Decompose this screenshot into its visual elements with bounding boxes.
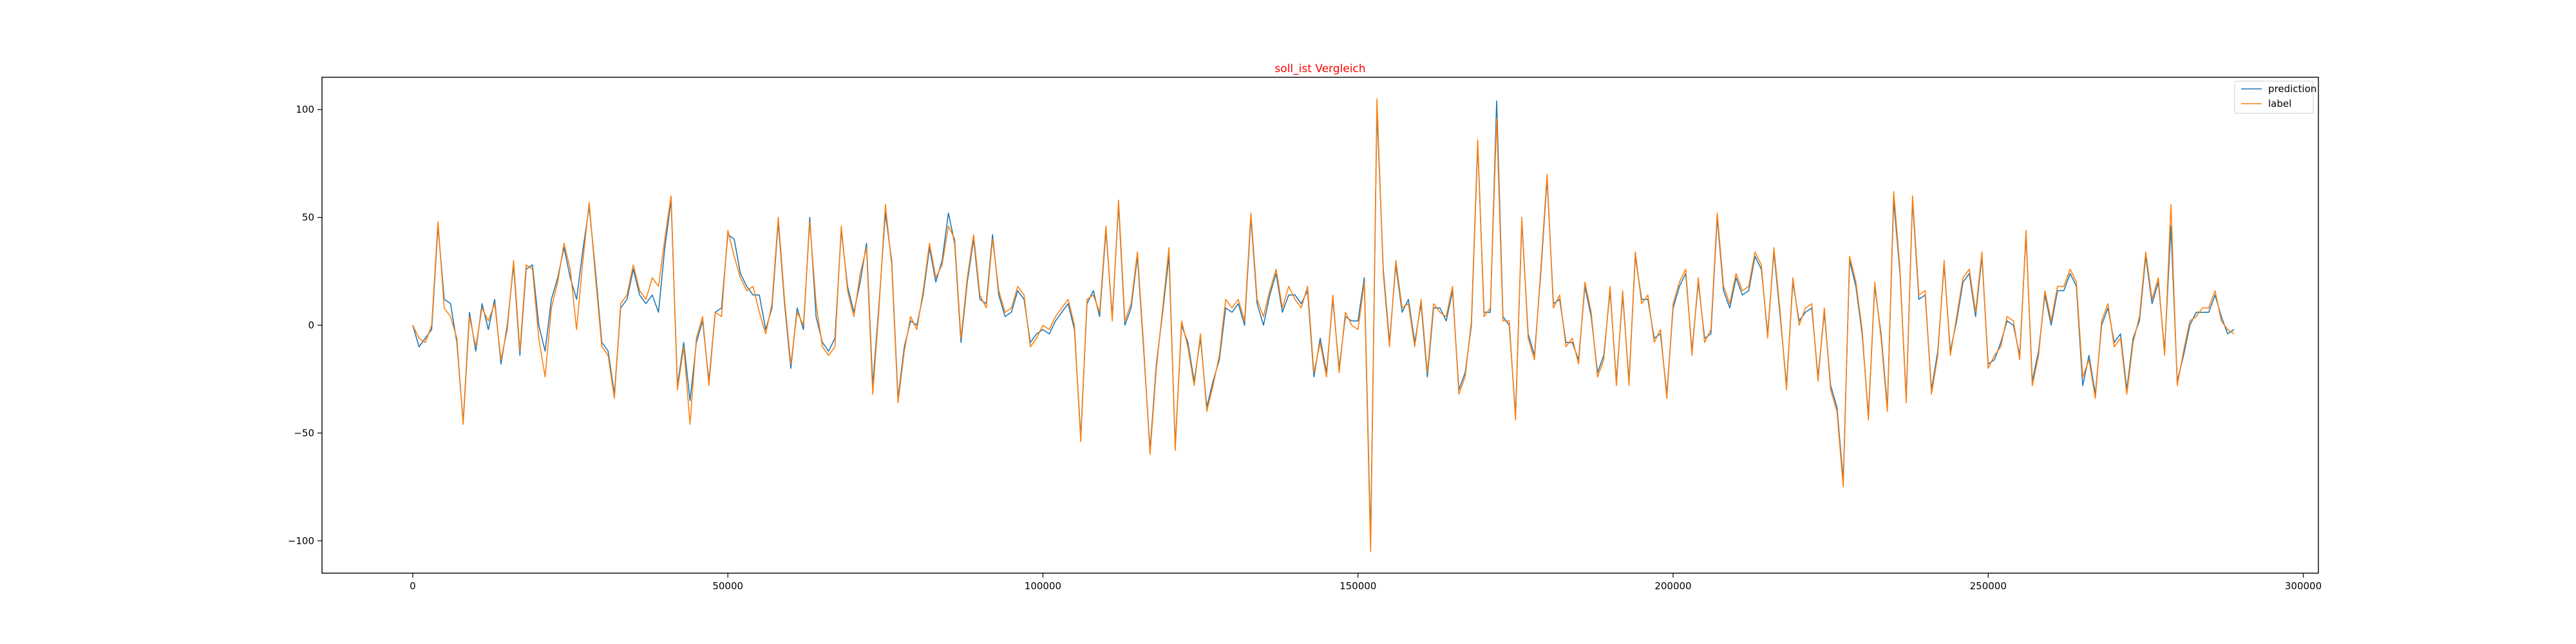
y-tick-label: 50	[302, 212, 314, 223]
x-tick-label: 0	[410, 580, 416, 592]
legend-label-label: label	[2268, 98, 2291, 109]
legend: prediction label	[2234, 80, 2316, 114]
series-line-label	[412, 98, 2235, 553]
series-line-prediction	[412, 100, 2235, 542]
x-axis: 0 50000 100000 150000 200000 250000 300000	[410, 573, 2322, 592]
plot-area-frame	[321, 77, 2319, 574]
x-tick-label: 300000	[2285, 580, 2322, 592]
y-tick-label: −100	[288, 535, 314, 547]
y-tick-label: 0	[308, 319, 314, 331]
x-tick-label: 150000	[1340, 580, 1376, 592]
chart-title: soll_ist Vergleich	[1274, 62, 1365, 75]
y-axis: 100 50 0 −50 −100	[288, 104, 322, 547]
y-tick-label: 100	[296, 104, 314, 115]
x-tick-label: 250000	[1970, 580, 2007, 592]
legend-label-prediction: prediction	[2268, 83, 2316, 95]
y-tick-label: −50	[294, 427, 314, 439]
x-tick-label: 200000	[1654, 580, 1691, 592]
x-tick-label: 100000	[1025, 580, 1061, 592]
x-tick-label: 50000	[712, 580, 743, 592]
